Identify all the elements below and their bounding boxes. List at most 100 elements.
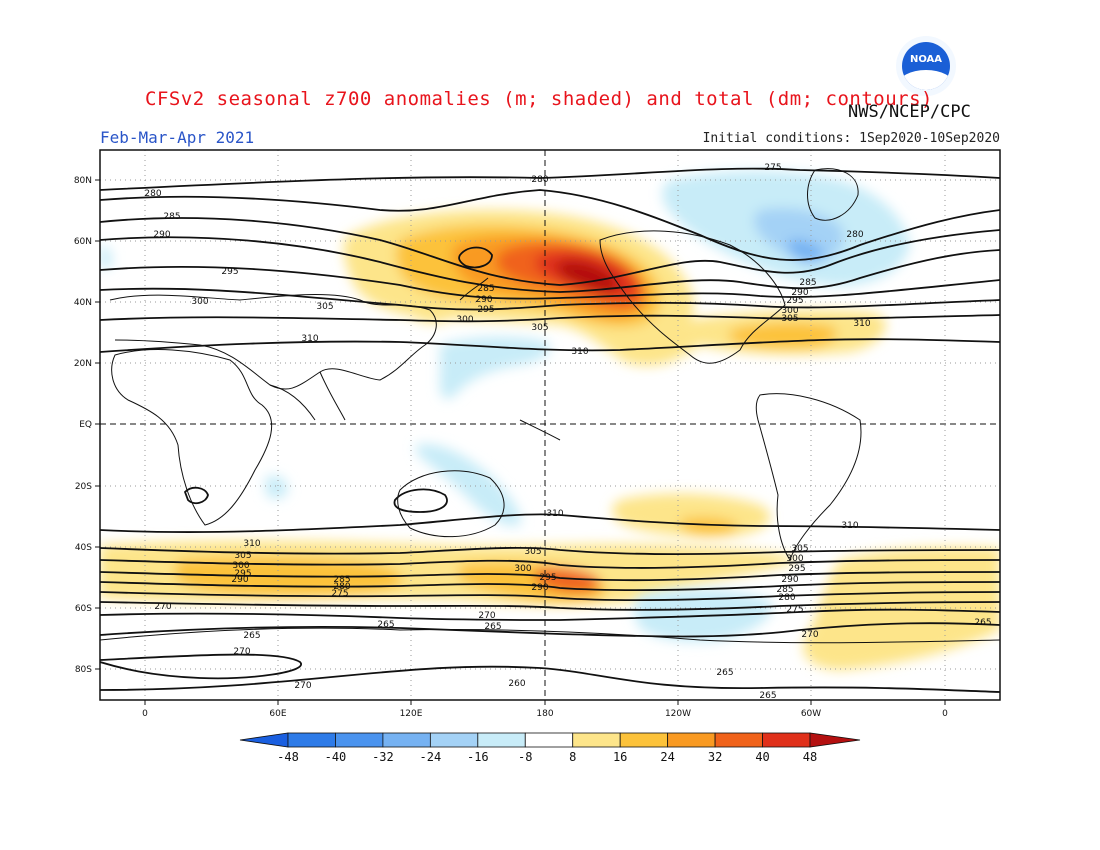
colorbar-label: -24: [420, 750, 442, 764]
initial-conditions: Initial conditions: 1Sep2020-10Sep2020: [702, 131, 1000, 146]
colorbar-label: 8: [569, 750, 576, 764]
contour-label: 290: [791, 288, 808, 298]
contour-label: 295: [221, 267, 238, 277]
contour-label: 295: [786, 296, 803, 306]
negative-anomaly-shading: [100, 171, 910, 642]
contour-label: 290: [231, 575, 248, 585]
colorbar-bin: [287, 732, 336, 748]
total-height-contours: [100, 167, 1000, 693]
longitude-tick-label: 180: [536, 709, 553, 719]
contour-label: 310: [571, 347, 588, 357]
latitude-axis: 80N 60N 40N 20N EQ 20S 40S 60S 80S: [74, 176, 100, 675]
colorbar-label: 32: [708, 750, 722, 764]
colorbar-bin: [382, 732, 431, 748]
contour-label: 275: [331, 589, 348, 599]
reference-lines: [100, 150, 1000, 700]
contour-label: 295: [788, 564, 805, 574]
contour-label: 300: [456, 315, 473, 325]
map-frame: [99, 149, 1001, 701]
contour-label: 280: [846, 230, 863, 240]
latitude-tick-label: 40N: [74, 298, 92, 308]
colorbar-label: 24: [660, 750, 674, 764]
colorbar-bin: [714, 732, 763, 748]
chart-title: CFSv2 seasonal z700 anomalies (m; shaded…: [145, 88, 933, 110]
contour-label: 310: [301, 334, 318, 344]
colorbar-bin: [524, 732, 574, 748]
contour-label: 300: [191, 297, 208, 307]
contour-label: 285: [477, 284, 494, 294]
contour-label: 300: [786, 554, 803, 564]
latitude-tick-label: 80N: [74, 176, 92, 186]
agency-label: NWS/NCEP/CPC: [848, 102, 971, 122]
contour-label: 280: [333, 582, 350, 592]
contour-label: 265: [974, 618, 991, 628]
contour-label: 290: [531, 583, 548, 593]
longitude-tick-label: 0: [942, 709, 948, 719]
colorbar-label: 40: [755, 750, 769, 764]
noaa-logo-wave: [902, 70, 950, 90]
contour-label: 310: [243, 539, 260, 549]
contour-label: 310: [853, 319, 870, 329]
contour-label: 285: [333, 575, 350, 585]
colorbar-bin: [335, 732, 384, 748]
contour-label: 290: [153, 230, 170, 240]
contour-label: 260: [508, 679, 525, 689]
contour-label: 290: [475, 295, 492, 305]
latitude-tick-label: 60S: [75, 604, 92, 614]
contour-label: 265: [759, 691, 776, 701]
contour-label: 300: [781, 306, 798, 316]
contour-label: 285: [163, 212, 180, 222]
contour-label: 270: [154, 602, 171, 612]
contour-label: 310: [841, 521, 858, 531]
colorbar-label: -40: [325, 750, 347, 764]
contour-label: 300: [514, 564, 531, 574]
contour-label: 305: [524, 547, 541, 557]
latitude-tick-label: 60N: [74, 237, 92, 247]
contour-label: 285: [799, 278, 816, 288]
longitude-tick-label: 60W: [801, 709, 821, 719]
colorbar-label: 48: [803, 750, 817, 764]
colorbar-bin: [429, 732, 479, 748]
latitude-tick-label: 20S: [75, 482, 92, 492]
contour-label: 265: [243, 631, 260, 641]
colorbar-bin: [572, 732, 621, 748]
contour-label: 305: [234, 551, 251, 561]
contour-label: 300: [232, 561, 249, 571]
colorbar-bin: [762, 732, 811, 748]
contour-label: 295: [234, 569, 251, 579]
contour-label: 275: [786, 605, 803, 615]
contour-label: 280: [144, 189, 161, 199]
contour-label: 270: [294, 681, 311, 691]
longitude-tick-label: 120W: [665, 709, 691, 719]
map-area: 280 285 290 295 300 305 310 280 275 280 …: [100, 150, 1000, 701]
contour-label: 305: [781, 314, 798, 324]
contour-label: 270: [233, 647, 250, 657]
longitude-tick-label: 120E: [400, 709, 423, 719]
noaa-logo: NOAA: [896, 36, 956, 96]
colorbar-label: -8: [518, 750, 532, 764]
noaa-logo-text: NOAA: [909, 54, 943, 65]
contour-label: 305: [316, 302, 333, 312]
colorbar-label: -32: [372, 750, 394, 764]
contour-label: 305: [531, 323, 548, 333]
contour-label: 280: [531, 175, 548, 185]
contour-label: 280: [778, 593, 795, 603]
colorbar-bin: [667, 732, 716, 748]
contour-label: 310: [546, 509, 563, 519]
longitude-tick-label: 0: [142, 709, 148, 719]
latitude-tick-label: 80S: [75, 665, 92, 675]
contour-label: 270: [801, 630, 818, 640]
contour-label: 305: [791, 544, 808, 554]
colorbar-label: -48: [277, 750, 299, 764]
noaa-logo-disc: NOAA: [902, 42, 950, 90]
contour-label: 265: [716, 668, 733, 678]
latitude-tick-label: 20N: [74, 359, 92, 369]
colorbar-bin: [477, 732, 526, 748]
latitude-tick-label: EQ: [79, 420, 92, 430]
contour-label: 290: [781, 575, 798, 585]
latitude-tick-label: 40S: [75, 543, 92, 553]
contour-label: 265: [484, 622, 501, 632]
colorbar-arrow-high: [809, 732, 861, 748]
forecast-period: Feb-Mar-Apr 2021: [100, 128, 255, 147]
